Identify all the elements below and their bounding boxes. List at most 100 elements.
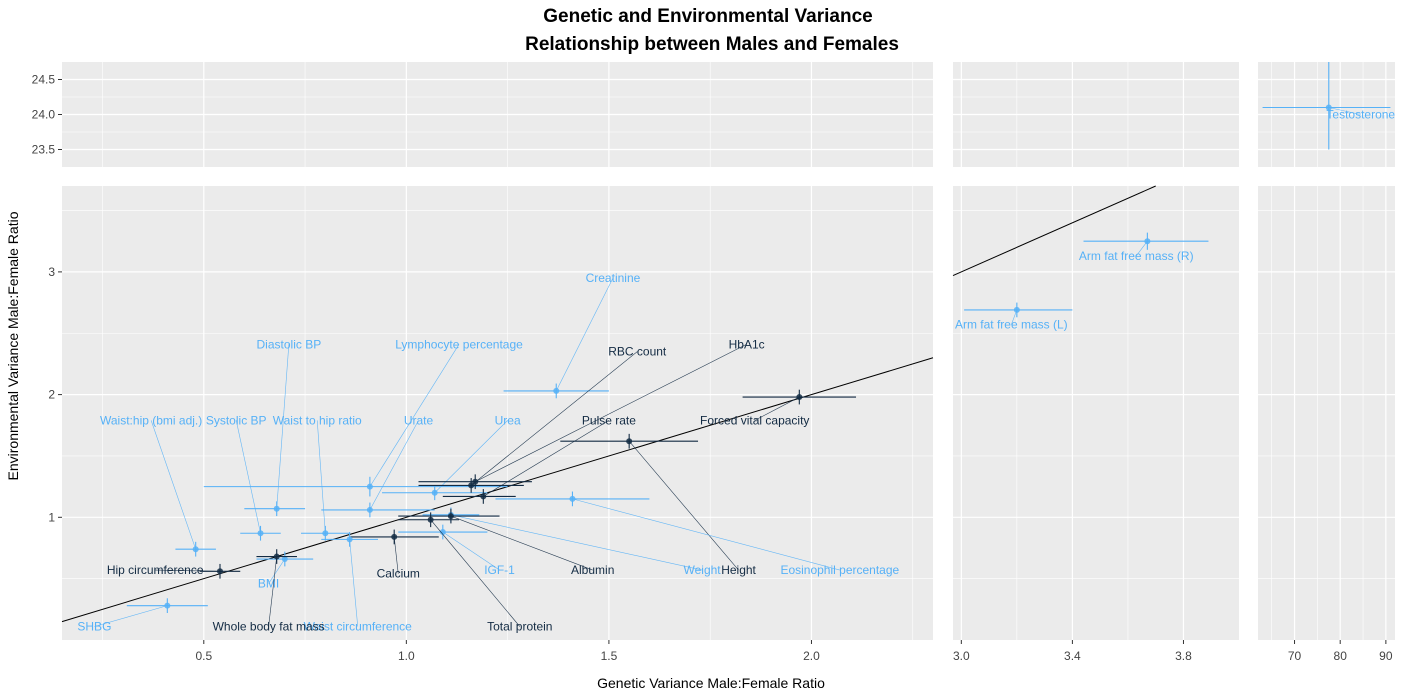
data-label: Diastolic BP: [257, 337, 322, 351]
data-label: BMI: [258, 577, 279, 591]
label-leader-line: [235, 420, 261, 534]
x-tick-label: 90: [1379, 649, 1393, 663]
data-point-group: Hip circumference: [107, 563, 241, 579]
reference-line: [952, 185, 1156, 277]
data-point: [366, 506, 373, 513]
panel-background: [953, 186, 1239, 640]
x-tick-label: 70: [1288, 649, 1302, 663]
data-label: Arm fat free mass (L): [955, 318, 1068, 332]
data-point: [796, 394, 803, 401]
chart-subtitle: Relationship between Males and Females: [525, 34, 899, 55]
data-point-group: Creatinine: [503, 271, 641, 399]
label-leader-line: [572, 498, 840, 571]
data-point: [273, 505, 280, 512]
label-leader-line: [369, 344, 460, 487]
y-tick-label: 3: [48, 265, 55, 279]
label-leader-line: [369, 420, 419, 511]
label-leader-line: [754, 396, 800, 421]
data-point-group: Lymphocyte percentage: [203, 337, 523, 497]
data-point: [480, 493, 487, 500]
x-axis-label: Genetic Variance Male:Female Ratio: [597, 675, 825, 691]
x-tick-label: 1.0: [398, 649, 415, 663]
data-label: Hip circumference: [107, 563, 204, 577]
data-label: Eosinophil percentage: [780, 563, 899, 577]
data-point-group: Calcium: [349, 529, 439, 581]
data-point: [468, 482, 475, 489]
label-leader-line: [475, 344, 747, 482]
data-label: Albumin: [571, 563, 614, 577]
data-point: [626, 438, 633, 445]
data-point-group: Waist circumference: [304, 532, 412, 634]
data-label: Urea: [495, 413, 521, 427]
data-point: [1013, 306, 1020, 313]
data-label: Lymphocyte percentage: [395, 337, 523, 351]
data-point: [322, 530, 329, 537]
panel-background: [1258, 186, 1395, 640]
label-leader-line: [1136, 241, 1148, 257]
data-point: [1325, 104, 1332, 111]
data-label: Creatinine: [586, 271, 641, 285]
y-tick-label: 24.0: [32, 108, 56, 122]
data-point: [439, 529, 446, 536]
data-label: Height: [721, 563, 756, 577]
data-label: SHBG: [77, 620, 111, 634]
label-leader-line: [1328, 107, 1361, 115]
data-label: Waist to hip ratio: [273, 413, 362, 427]
label-leader-line: [442, 531, 500, 571]
label-leader-line: [555, 277, 614, 392]
data-label: Total protein: [487, 620, 552, 634]
data-label: Testosterone: [1326, 108, 1395, 122]
data-point: [216, 568, 223, 575]
x-tick-label: 0.5: [195, 649, 212, 663]
data-point-group: Arm fat free mass (R): [1079, 232, 1209, 263]
label-leader-line: [483, 420, 610, 497]
data-label: Calcium: [377, 567, 420, 581]
label-leader-line: [393, 536, 399, 574]
data-point-group: Systolic BP: [206, 413, 281, 541]
label-leader-line: [276, 344, 290, 509]
label-leader-line: [150, 420, 196, 550]
label-leader-line: [268, 556, 278, 627]
y-axis-label: Environmental Variance Male:Female Ratio: [5, 211, 21, 480]
label-leader-line: [268, 558, 286, 584]
x-tick-label: 80: [1334, 649, 1348, 663]
data-point: [164, 602, 171, 609]
panel-0-0: [62, 62, 933, 167]
panel-0-1: [953, 62, 1239, 167]
data-point-group: IGF-1: [398, 524, 515, 577]
x-tick-label: 3.8: [1175, 649, 1192, 663]
label-leader-line: [470, 351, 638, 486]
label-leader-line: [450, 514, 703, 571]
data-label: Urate: [404, 413, 434, 427]
data-point-group: Waist:hip (bmi adj.): [100, 413, 216, 557]
data-point: [1144, 238, 1151, 245]
data-point: [427, 516, 434, 523]
data-point-group: Urate: [321, 413, 435, 518]
y-tick-label: 24.5: [32, 73, 56, 87]
x-tick-label: 3.4: [1064, 649, 1081, 663]
data-point: [273, 553, 280, 560]
data-point: [366, 483, 373, 490]
panel-1-0: [62, 186, 933, 640]
data-point: [281, 556, 288, 563]
panel-1-1: [953, 186, 1239, 640]
data-point-group: Arm fat free mass (L): [955, 302, 1073, 332]
x-tick-label: 3.0: [953, 649, 970, 663]
data-point-group: Whole body fat mass: [213, 549, 325, 634]
panel-1-2: [1258, 186, 1395, 640]
data-label: Waist:hip (bmi adj.): [100, 413, 202, 427]
label-leader-line: [349, 539, 359, 627]
label-leader-line: [434, 420, 508, 493]
panel-0-2: [1258, 62, 1395, 167]
label-leader-line: [430, 519, 521, 627]
data-point-group: Eosinophil percentage: [495, 491, 900, 577]
data-label: Whole body fat mass: [213, 620, 325, 634]
x-tick-label: 2.0: [803, 649, 820, 663]
data-label: RBC count: [608, 345, 667, 359]
data-point: [447, 513, 454, 520]
y-tick-label: 2: [48, 388, 55, 402]
y-tick-label: 1: [48, 510, 55, 524]
plot-panels: 0.5 1.0 1.5 2.0 3.0 3.4 3.8 70 80 90 23.5 24.0 24.5 1…: [32, 62, 1395, 663]
data-label: Pulse rate: [582, 413, 636, 427]
